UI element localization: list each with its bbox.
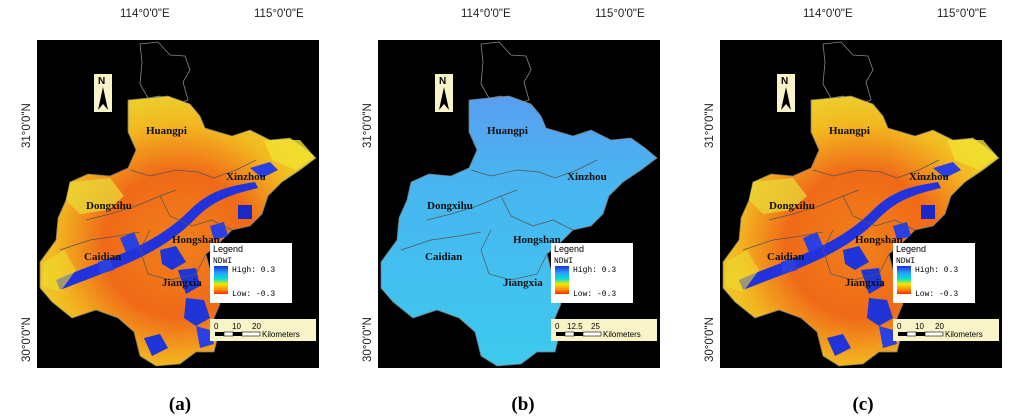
legend-title: Legend bbox=[896, 244, 926, 254]
scale-tick-1: 10 bbox=[915, 322, 924, 331]
lat-top-label: 31°0'0"N bbox=[362, 103, 374, 148]
scale-unit: Kilometers bbox=[603, 330, 641, 339]
district-jiangxia: Jiangxia bbox=[503, 277, 543, 289]
scale-tick-0: 0 bbox=[897, 322, 902, 331]
legend-color-ramp bbox=[214, 266, 228, 294]
lon-right-label: 115°0'0"E bbox=[937, 8, 987, 20]
north-outline bbox=[822, 41, 874, 105]
scale-bar: 0 10 20 Kilometers bbox=[893, 319, 999, 341]
legend-color-ramp bbox=[897, 266, 911, 294]
legend-low: Low: -0.3 bbox=[573, 290, 616, 299]
legend-field: NDWI bbox=[554, 257, 573, 266]
north-arrow: N bbox=[777, 74, 795, 112]
lat-bottom-label: 30°0'0"N bbox=[21, 317, 33, 362]
district-boundaries bbox=[400, 159, 598, 281]
legend-title: Legend bbox=[213, 244, 243, 254]
district-xinzhou: Xinzhou bbox=[226, 171, 266, 183]
panel-caption: (c) bbox=[852, 394, 874, 415]
scale-tick-0: 0 bbox=[555, 322, 560, 331]
lat-top-label: 31°0'0"N bbox=[704, 103, 716, 148]
map-figure: 114°0'0"E 115°0'0"E 31°0'0"N 30°0'0"N N … bbox=[704, 8, 1002, 368]
district-boundaries bbox=[59, 159, 257, 281]
district-dongxihu: Dongxihu bbox=[769, 200, 815, 212]
district-jiangxia: Jiangxia bbox=[845, 277, 885, 289]
lon-right-label: 115°0'0"E bbox=[595, 8, 645, 20]
lat-bottom-label: 30°0'0"N bbox=[362, 317, 374, 362]
north-arrow: N bbox=[435, 74, 453, 112]
low-vegetation-areas bbox=[725, 140, 997, 292]
scale-bar: 0 12.5 25 Kilometers bbox=[551, 319, 657, 341]
legend-low: Low: -0.3 bbox=[915, 290, 958, 299]
lat-bottom-label: 30°0'0"N bbox=[704, 317, 716, 362]
legend: Legend NDWI High: 0.3 Low: -0.3 bbox=[551, 243, 633, 303]
scale-unit: Kilometers bbox=[262, 330, 300, 339]
north-arrow: N bbox=[94, 74, 112, 112]
legend-title: Legend bbox=[554, 244, 584, 254]
north-label: N bbox=[781, 76, 788, 87]
legend-high: High: 0.3 bbox=[232, 266, 275, 275]
map-panel-1: 114°0'0"E 115°0'0"E 31°0'0"N 30°0'0"N N … bbox=[0, 0, 341, 420]
lon-left-label: 114°0'0"E bbox=[803, 8, 853, 20]
map-figure: 114°0'0"E 115°0'0"E 31°0'0"N 30°0'0"N N … bbox=[21, 8, 319, 368]
panel-caption: (b) bbox=[511, 394, 535, 415]
low-vegetation-areas bbox=[42, 140, 314, 292]
legend-field: NDWI bbox=[213, 257, 232, 266]
district-hongshan: Hongshan bbox=[513, 234, 561, 246]
district-boundaries bbox=[742, 159, 940, 281]
north-outline bbox=[139, 41, 191, 105]
district-caidian: Caidian bbox=[84, 251, 121, 263]
scale-tick-1: 12.5 bbox=[567, 322, 583, 331]
district-dongxihu: Dongxihu bbox=[86, 200, 132, 212]
district-jiangxia: Jiangxia bbox=[162, 277, 202, 289]
legend-high: High: 0.3 bbox=[573, 266, 616, 275]
north-label: N bbox=[439, 76, 446, 87]
legend: Legend NDWI High: 0.3 Low: -0.3 bbox=[210, 243, 292, 303]
lon-left-label: 114°0'0"E bbox=[120, 8, 170, 20]
district-caidian: Caidian bbox=[425, 251, 462, 263]
district-dongxihu: Dongxihu bbox=[427, 200, 473, 212]
district-xinzhou: Xinzhou bbox=[567, 171, 607, 183]
map-panel-3: 114°0'0"E 115°0'0"E 31°0'0"N 30°0'0"N N … bbox=[683, 0, 1024, 420]
district-huangpi: Huangpi bbox=[146, 125, 187, 137]
legend-low: Low: -0.3 bbox=[232, 290, 275, 299]
legend-color-ramp bbox=[555, 266, 569, 294]
district-xinzhou: Xinzhou bbox=[909, 171, 949, 183]
scale-tick-1: 10 bbox=[232, 322, 241, 331]
scale-tick-2: 20 bbox=[252, 322, 261, 331]
map-figure: 114°0'0"E 115°0'0"E 31°0'0"N 30°0'0"N N … bbox=[362, 8, 660, 368]
north-outline bbox=[480, 41, 532, 105]
district-caidian: Caidian bbox=[767, 251, 804, 263]
lat-top-label: 31°0'0"N bbox=[21, 103, 33, 148]
district-huangpi: Huangpi bbox=[487, 125, 528, 137]
scale-tick-0: 0 bbox=[214, 322, 219, 331]
north-label: N bbox=[98, 76, 105, 87]
legend: Legend NDWI High: 0.3 Low: -0.3 bbox=[893, 243, 975, 303]
lon-left-label: 114°0'0"E bbox=[461, 8, 511, 20]
scale-tick-2: 25 bbox=[591, 322, 600, 331]
scale-unit: Kilometers bbox=[945, 330, 983, 339]
map-panel-2: 114°0'0"E 115°0'0"E 31°0'0"N 30°0'0"N N … bbox=[341, 0, 682, 420]
panel-caption: (a) bbox=[168, 394, 192, 415]
scale-tick-2: 20 bbox=[935, 322, 944, 331]
district-hongshan: Hongshan bbox=[855, 234, 903, 246]
scale-bar: 0 10 20 Kilometers bbox=[210, 319, 316, 341]
legend-field: NDWI bbox=[896, 257, 915, 266]
legend-high: High: 0.3 bbox=[915, 266, 958, 275]
lon-right-label: 115°0'0"E bbox=[254, 8, 304, 20]
district-hongshan: Hongshan bbox=[172, 234, 220, 246]
district-huangpi: Huangpi bbox=[829, 125, 870, 137]
